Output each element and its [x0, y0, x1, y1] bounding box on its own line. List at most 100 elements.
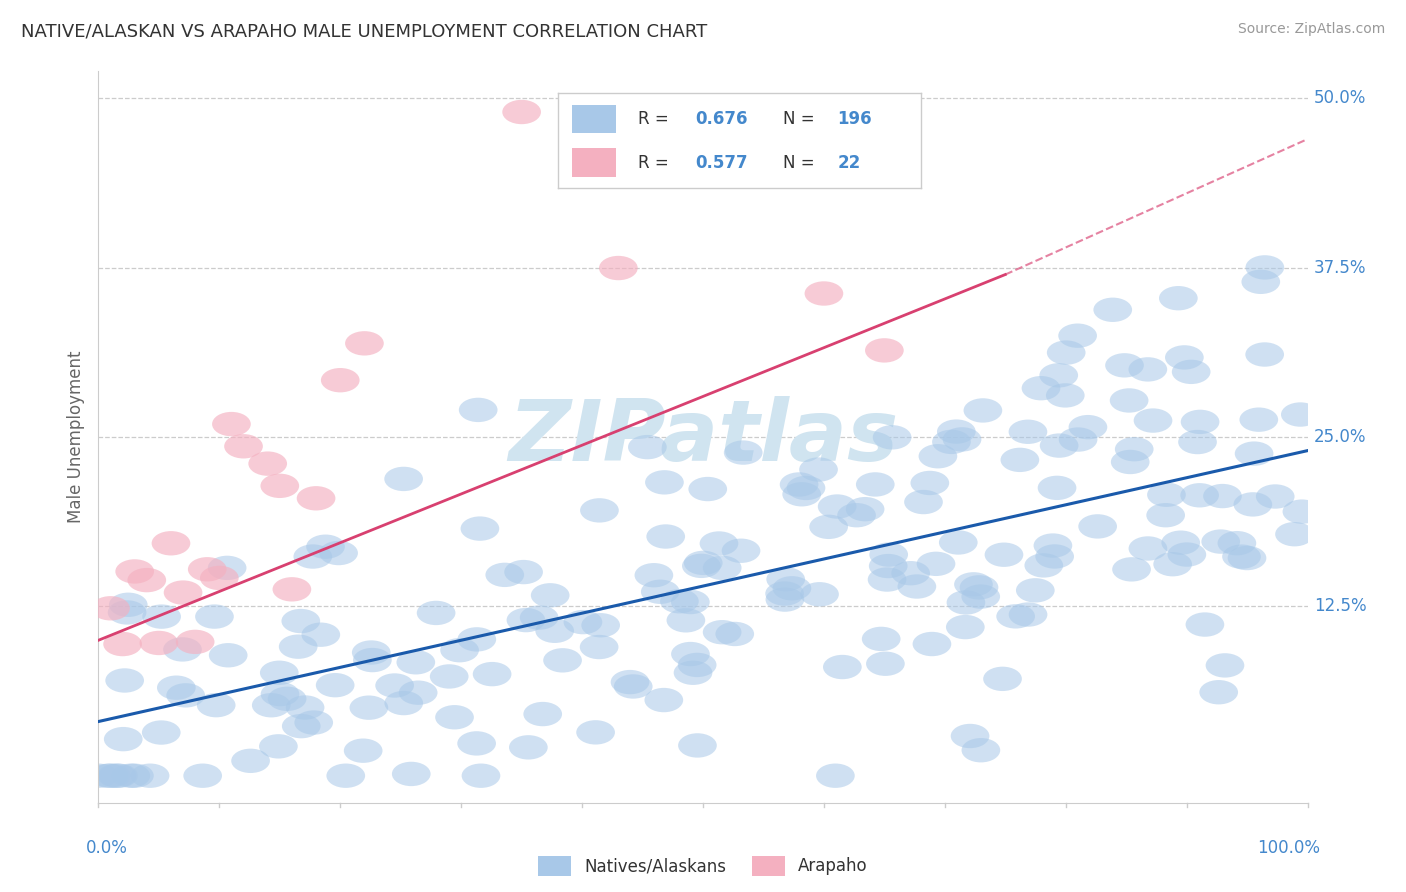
Ellipse shape [457, 627, 496, 651]
Ellipse shape [960, 575, 998, 599]
Ellipse shape [1129, 536, 1167, 561]
Ellipse shape [163, 637, 202, 662]
Ellipse shape [224, 434, 263, 458]
Ellipse shape [837, 503, 876, 527]
Ellipse shape [188, 558, 226, 582]
Ellipse shape [399, 681, 437, 705]
Ellipse shape [326, 764, 366, 788]
Ellipse shape [89, 764, 128, 788]
Ellipse shape [1008, 602, 1047, 627]
Ellipse shape [260, 681, 299, 706]
Ellipse shape [509, 735, 548, 760]
Ellipse shape [352, 640, 391, 665]
Ellipse shape [950, 723, 990, 748]
Ellipse shape [536, 619, 574, 643]
Ellipse shape [766, 567, 806, 591]
Ellipse shape [932, 430, 970, 454]
Text: 0.0%: 0.0% [86, 839, 128, 857]
Ellipse shape [502, 100, 541, 124]
Ellipse shape [472, 662, 512, 686]
Ellipse shape [1038, 475, 1077, 500]
Ellipse shape [344, 331, 384, 356]
Ellipse shape [599, 256, 638, 280]
Ellipse shape [316, 673, 354, 698]
Ellipse shape [1181, 409, 1219, 434]
Text: 25.0%: 25.0% [1313, 428, 1367, 446]
Ellipse shape [1204, 483, 1241, 508]
Ellipse shape [344, 739, 382, 763]
Ellipse shape [166, 683, 205, 707]
Ellipse shape [260, 661, 298, 685]
Ellipse shape [128, 568, 166, 592]
Ellipse shape [1133, 409, 1173, 433]
Ellipse shape [1275, 522, 1313, 547]
Ellipse shape [1180, 483, 1219, 508]
Ellipse shape [111, 764, 150, 788]
Ellipse shape [319, 541, 359, 566]
Ellipse shape [869, 542, 908, 566]
Ellipse shape [353, 648, 392, 673]
Ellipse shape [1161, 531, 1201, 555]
Ellipse shape [1078, 514, 1116, 539]
Ellipse shape [416, 600, 456, 625]
Ellipse shape [1199, 680, 1239, 705]
Ellipse shape [682, 554, 721, 578]
Ellipse shape [278, 634, 318, 659]
Ellipse shape [997, 604, 1035, 629]
Ellipse shape [115, 559, 155, 583]
Ellipse shape [1001, 448, 1039, 472]
Ellipse shape [1167, 542, 1206, 566]
Ellipse shape [1218, 531, 1256, 556]
Text: 100.0%: 100.0% [1257, 839, 1320, 857]
Ellipse shape [846, 497, 884, 521]
Ellipse shape [634, 563, 673, 588]
Ellipse shape [782, 482, 821, 507]
Ellipse shape [1040, 434, 1078, 458]
Text: Source: ZipAtlas.com: Source: ZipAtlas.com [1237, 22, 1385, 37]
Ellipse shape [700, 532, 738, 556]
Ellipse shape [91, 764, 131, 788]
Text: 37.5%: 37.5% [1313, 259, 1367, 277]
Ellipse shape [891, 561, 929, 585]
Ellipse shape [1035, 544, 1074, 569]
Ellipse shape [1233, 492, 1272, 516]
Ellipse shape [152, 531, 190, 556]
Ellipse shape [281, 714, 321, 739]
Ellipse shape [917, 551, 955, 576]
Ellipse shape [869, 554, 907, 578]
Ellipse shape [1234, 442, 1274, 466]
Ellipse shape [252, 693, 291, 717]
Ellipse shape [1159, 286, 1198, 310]
Ellipse shape [1022, 376, 1060, 401]
Ellipse shape [962, 584, 1000, 608]
Ellipse shape [231, 748, 270, 773]
Ellipse shape [281, 609, 321, 633]
Ellipse shape [678, 733, 717, 757]
Ellipse shape [307, 534, 344, 559]
Ellipse shape [195, 605, 233, 629]
Ellipse shape [918, 444, 957, 468]
Ellipse shape [197, 693, 236, 717]
Ellipse shape [1246, 255, 1284, 279]
Ellipse shape [904, 490, 943, 514]
Ellipse shape [1222, 544, 1261, 569]
Ellipse shape [724, 441, 762, 465]
Legend: Natives/Alaskans, Arapaho: Natives/Alaskans, Arapaho [531, 850, 875, 882]
Ellipse shape [810, 515, 848, 539]
Ellipse shape [815, 764, 855, 788]
Ellipse shape [103, 632, 142, 657]
Ellipse shape [1105, 353, 1144, 377]
Ellipse shape [799, 458, 838, 482]
Ellipse shape [1178, 430, 1216, 454]
Ellipse shape [564, 610, 602, 634]
Ellipse shape [897, 574, 936, 599]
Ellipse shape [671, 590, 710, 615]
Ellipse shape [856, 472, 894, 497]
Ellipse shape [963, 398, 1002, 423]
Ellipse shape [1282, 500, 1322, 524]
Ellipse shape [1109, 388, 1149, 413]
Ellipse shape [392, 762, 430, 786]
Ellipse shape [297, 486, 336, 510]
Ellipse shape [689, 477, 727, 501]
Ellipse shape [458, 398, 498, 422]
